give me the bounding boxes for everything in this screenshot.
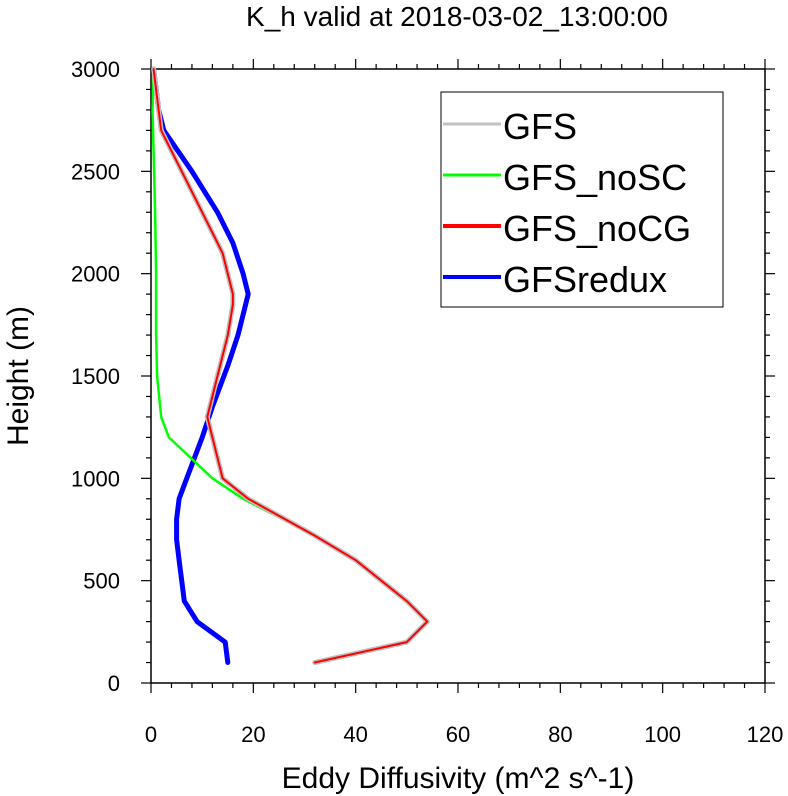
y-axis-label: Height (m) [2, 306, 35, 446]
y-tick-label: 1500 [71, 364, 120, 389]
x-tick-label: 100 [644, 722, 681, 747]
x-tick-label: 40 [343, 722, 367, 747]
series-line-gfs [151, 66, 430, 665]
x-tick-label: 80 [548, 722, 572, 747]
y-tick-labels: 0 500 1000 1500 2000 2500 3000 [71, 57, 120, 696]
series-line-gfs-nocg [152, 68, 429, 664]
legend-label: GFS [503, 106, 577, 147]
axis-ticks [141, 59, 775, 693]
legend-label: GFS_noCG [503, 208, 691, 249]
series-lines [151, 66, 430, 665]
x-axis-label: Eddy Diffusivity (m^2 s^-1) [282, 762, 635, 795]
y-tick-label: 2000 [71, 262, 120, 287]
legend-box [440, 91, 724, 308]
y-tick-label: 2500 [71, 159, 120, 184]
y-tick-label: 0 [108, 671, 120, 696]
legend-label: GFSredux [503, 259, 667, 300]
series-line-gfsredux [151, 66, 251, 665]
x-tick-label: 0 [145, 722, 157, 747]
chart-title: K_h valid at 2018-03-02_13:00:00 [246, 1, 668, 32]
y-tick-label: 500 [83, 569, 120, 594]
y-tick-label: 1000 [71, 466, 120, 491]
legend-label: GFS_noSC [503, 157, 687, 198]
x-tick-labels: 0 20 40 60 80 100 120 [145, 722, 783, 747]
y-tick-label: 3000 [71, 57, 120, 82]
x-tick-label: 60 [446, 722, 470, 747]
series-line-gfs-nosc [151, 67, 429, 664]
legend: GFS GFS_noSC GFS_noCG GFSredux [440, 91, 724, 308]
x-tick-label: 20 [241, 722, 265, 747]
x-tick-label: 120 [747, 722, 784, 747]
